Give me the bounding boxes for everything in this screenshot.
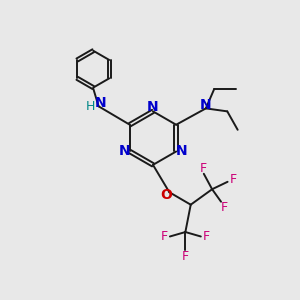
Text: F: F xyxy=(230,173,236,186)
Text: F: F xyxy=(182,250,189,263)
Text: N: N xyxy=(200,98,212,112)
Text: F: F xyxy=(203,230,210,243)
Text: N: N xyxy=(147,100,159,114)
Text: H: H xyxy=(85,100,95,113)
Text: F: F xyxy=(160,230,167,243)
Text: N: N xyxy=(176,145,187,158)
Text: N: N xyxy=(118,145,130,158)
Text: N: N xyxy=(94,96,106,110)
Text: O: O xyxy=(160,188,172,202)
Text: F: F xyxy=(221,201,228,214)
Text: F: F xyxy=(200,162,207,175)
